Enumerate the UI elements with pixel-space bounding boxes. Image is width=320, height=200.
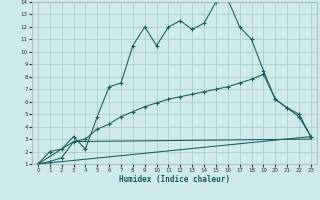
X-axis label: Humidex (Indice chaleur): Humidex (Indice chaleur) [119, 175, 230, 184]
